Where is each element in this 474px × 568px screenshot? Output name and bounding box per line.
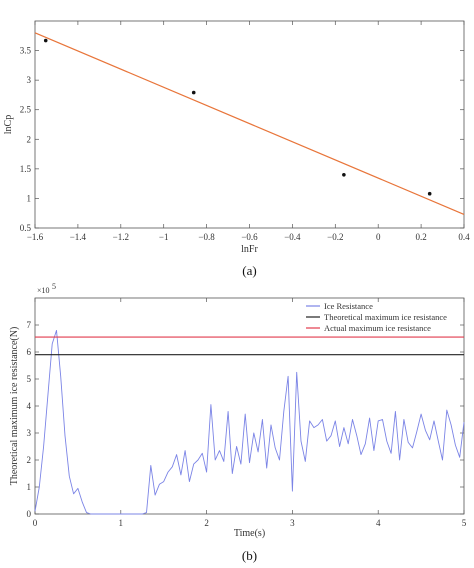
y-tick-label: 1 [27, 482, 32, 492]
plot-frame [34, 20, 465, 229]
axis-exponent-label: ×10 [37, 286, 50, 295]
x-tick-label: −0.4 [284, 232, 301, 242]
x-tick-label: −0.2 [327, 232, 343, 242]
y-tick-label: 3 [27, 75, 32, 85]
y-tick-label: 1 [27, 193, 32, 203]
x-tick-label: −0.8 [198, 232, 215, 242]
data-point [43, 38, 48, 43]
y-axis-title: Theoretical maximum ice resistance(N) [9, 327, 20, 486]
x-tick-label: 0 [33, 518, 38, 528]
y-tick-label: 2 [27, 455, 32, 465]
x-tick-label: −1.2 [113, 232, 129, 242]
data-point [342, 172, 346, 177]
x-tick-label: 3 [290, 518, 295, 528]
y-tick-label: 7 [27, 320, 32, 330]
data-point [427, 191, 432, 196]
x-tick-label: 2 [204, 518, 209, 528]
data-point [191, 90, 196, 95]
y-tick-label: 6 [27, 347, 32, 357]
y-axis-title: lnCp [3, 115, 14, 134]
y-tick-label: 2 [27, 134, 32, 144]
x-tick-label: −1 [159, 232, 169, 242]
x-axis-title: lnFr [241, 244, 258, 255]
caption-b: (b) [242, 548, 257, 563]
x-tick-label: 0 [376, 232, 381, 242]
x-tick-label: 4 [376, 518, 381, 528]
caption-a: (a) [242, 263, 256, 278]
legend-entry: Theoretical maximum ice resistance [324, 312, 447, 322]
x-tick-label: 1 [119, 518, 124, 528]
legend-entry: Actual maximum ice resistance [324, 323, 431, 333]
ice-resistance-line [34, 329, 465, 515]
legend-entry: Ice Resistance [324, 301, 373, 311]
x-tick-label: 0.4 [458, 232, 470, 242]
x-tick-label: −1.6 [27, 232, 44, 242]
chart-a: −1.6 −1.4 −1.2 −1 −0.8 −0.6 −0.4 −0.2 0 0.2 0.4 0.5… [3, 20, 470, 278]
y-tick-label: 0.5 [20, 223, 32, 233]
y-tick-label: 2.5 [20, 105, 32, 115]
x-tick-label: 0.2 [415, 232, 426, 242]
y-tick-label: 0 [27, 509, 32, 519]
x-axis-title: Time(s) [234, 528, 265, 539]
x-tick-label: −1.4 [70, 232, 87, 242]
y-tick-label: 4 [27, 401, 32, 411]
y-tick-label: 3.5 [20, 46, 32, 56]
y-tick-label: 1.5 [20, 164, 32, 174]
y-tick-label: 3 [27, 428, 32, 438]
x-tick-label: −0.6 [241, 232, 258, 242]
x-tick-label: 5 [462, 518, 467, 528]
fit-line [34, 32, 465, 215]
y-tick-label: 5 [27, 374, 32, 384]
axis-exponent-power: 5 [52, 282, 56, 291]
